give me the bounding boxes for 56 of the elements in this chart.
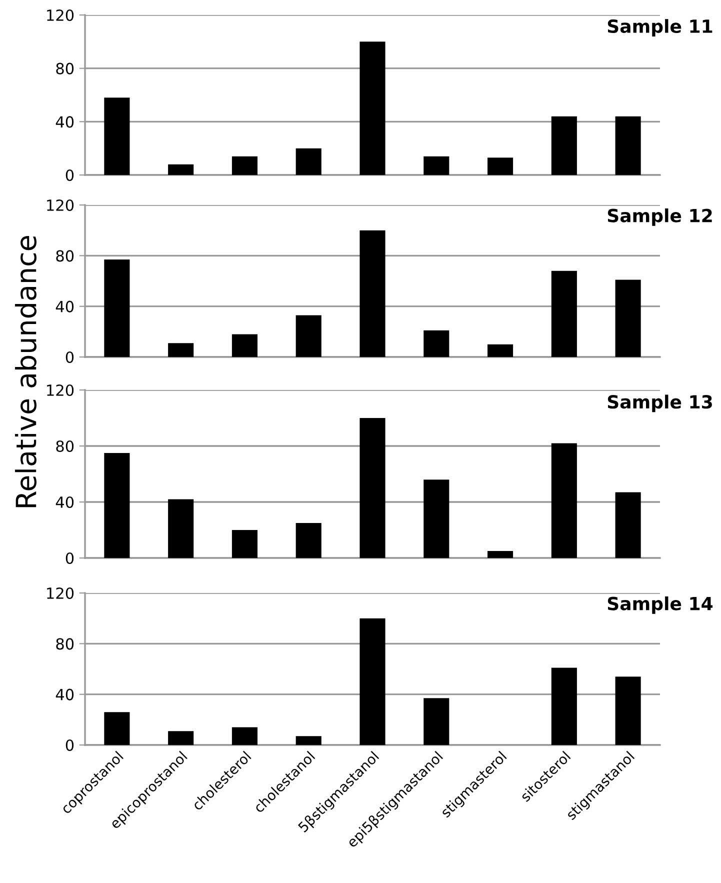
bar [551,270,577,357]
bar [168,164,194,175]
bar [232,530,258,558]
bar [296,315,322,357]
bar [232,334,258,357]
y-tick-label: 40 [56,116,74,128]
bar [488,551,514,558]
y-tick-label: 80 [56,638,74,650]
bar [168,343,194,357]
y-axis-title: Relative abundance [14,236,36,508]
y-tick-label: 40 [56,300,74,312]
y-tick-label: 40 [56,688,74,700]
bar [104,712,130,745]
bar [551,443,577,558]
bar [296,148,322,175]
bar [488,158,514,175]
bar [168,731,194,745]
bar [424,330,450,357]
y-tick-label: 0 [66,552,74,564]
y-tick-label: 0 [66,351,74,364]
bar [424,156,450,175]
y-tick-label: 80 [56,62,74,74]
y-tick-label: 120 [47,587,74,600]
bar [615,280,641,357]
y-tick-label: 0 [66,739,74,752]
chart-title: Sample 12 [608,208,712,226]
y-tick-label: 120 [47,9,74,22]
bar [551,116,577,175]
bar [296,736,322,745]
bar [488,344,514,357]
bar [168,499,194,558]
y-tick-label: 120 [47,384,74,396]
chart-title: Sample 13 [608,394,712,412]
chart-title: Sample 14 [608,596,713,614]
bar [360,42,386,175]
bar [360,418,386,558]
bar [232,156,258,175]
bar [104,98,130,175]
bar [424,698,450,745]
bar [615,492,641,558]
bar [615,116,641,175]
bar [296,523,322,558]
bar [360,230,386,357]
bar [551,668,577,745]
y-tick-label: 80 [56,440,74,452]
bar [424,480,450,558]
y-tick-label: 40 [56,496,74,508]
y-tick-label: 80 [56,250,74,262]
bar [615,676,641,745]
bar [104,453,130,558]
y-tick-label: 120 [47,199,74,212]
bar [360,618,386,745]
bar [232,727,258,745]
y-tick-label: 0 [66,169,74,182]
bar [104,259,130,357]
chart-title: Sample 11 [608,19,712,37]
